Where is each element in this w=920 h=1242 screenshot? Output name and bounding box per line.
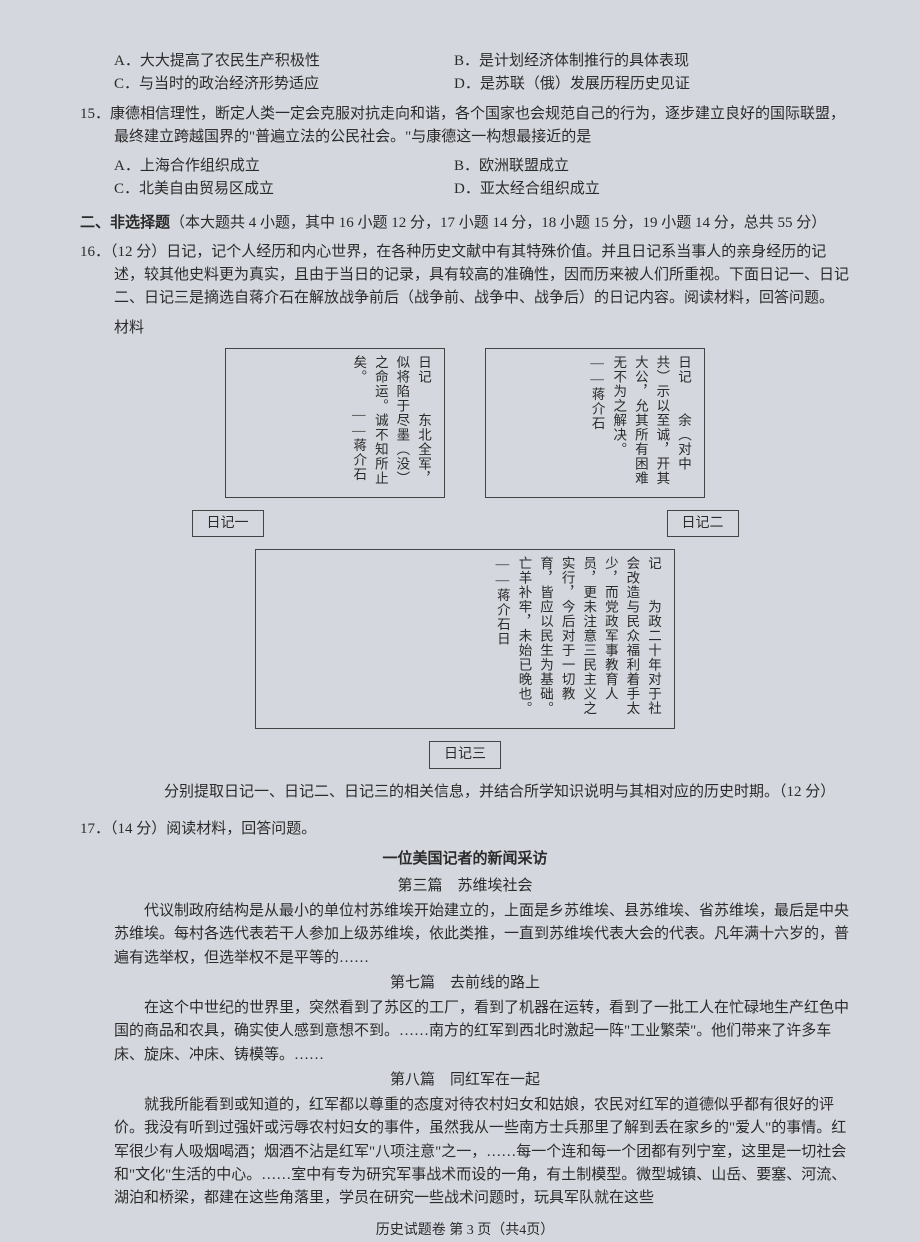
q16-material-label: 材料 <box>80 317 850 340</box>
q17-s3-title: 第三篇 苏维埃社会 <box>80 875 850 898</box>
q17-s7-title: 第七篇 去前线的路上 <box>80 972 850 995</box>
q15-opt-b: B．欧洲联盟成立 <box>454 155 850 178</box>
diary-box-3: 记 为政二十年对于社会改造与民众福利着手太少，而党政军事教育人员，更未注意三民主… <box>255 549 675 729</box>
diary-label-3: 日记三 <box>429 741 501 769</box>
q17-s8-para: 就我所能看到或知道的，红军都以尊重的态度对待农村妇女和姑娘，农民对红军的道德似乎… <box>80 1094 850 1210</box>
section-2-desc: （本大题共 4 小题，其中 16 小题 12 分，17 小题 14 分，18 小… <box>170 215 826 231</box>
diary-label-row-3: 日记三 <box>80 737 850 773</box>
q15-opt-c: C．北美自由贸易区成立 <box>114 178 454 201</box>
q14-opt-a: A．大大提高了农民生产积极性 <box>114 50 454 73</box>
q16-stem: 16．（12 分）日记，记个人经历和内心世界，在各种历史文献中有其特殊价值。并且… <box>80 241 850 311</box>
q17-s7-para: 在这个中世纪的世界里，突然看到了苏区的工厂，看到了机器在运转，看到了一批工人在忙… <box>80 997 850 1067</box>
q14-opt-c: C．与当时的政治经济形势适应 <box>114 73 454 96</box>
q15-opt-a: A．上海合作组织成立 <box>114 155 454 178</box>
q14-opt-d: D．是苏联（俄）发展历程历史见证 <box>454 73 850 96</box>
q15-options: A．上海合作组织成立 B．欧洲联盟成立 C．北美自由贸易区成立 D．亚太经合组织… <box>80 155 850 202</box>
q14-options: A．大大提高了农民生产积极性 B．是计划经济体制推行的具体表现 C．与当时的政治… <box>80 50 850 97</box>
diary-label-2: 日记二 <box>667 510 739 538</box>
diary-box-1: 日记 东北全军，似将陷于尽墨（没）之命运。诚不知所止矣。 ——蒋介石 <box>225 348 445 498</box>
diary-row-bottom: 记 为政二十年对于社会改造与民众福利着手太少，而党政军事教育人员，更未注意三民主… <box>80 549 850 729</box>
q17-article-title: 一位美国记者的新闻采访 <box>80 848 850 871</box>
q17-stem: 17．（14 分）阅读材料，回答问题。 <box>80 818 850 841</box>
section-2-label: 二、非选择题 <box>80 215 170 231</box>
page-footer: 历史试题卷 第 3 页（共4页） <box>80 1220 850 1242</box>
diary-box-2: 日记 余（对中共）示以至诚，开其大公，允其所有困难无不为之解决。 ——蒋介石 <box>485 348 705 498</box>
diary-row-top: 日记 东北全军，似将陷于尽墨（没）之命运。诚不知所止矣。 ——蒋介石 日记 余（… <box>80 348 850 498</box>
q14-opt-b: B．是计划经济体制推行的具体表现 <box>454 50 850 73</box>
q17-s8-title: 第八篇 同红军在一起 <box>80 1069 850 1092</box>
diary-label-pair: 日记一 日记二 <box>80 506 850 542</box>
q15-stem: 15．康德相信理性，断定人类一定会克服对抗走向和谐，各个国家也会规范自己的行为，… <box>80 103 850 150</box>
q16-task: 分别提取日记一、日记二、日记三的相关信息，并结合所学知识说明与其相对应的历史时期… <box>80 781 850 804</box>
q15-opt-d: D．亚太经合组织成立 <box>454 178 850 201</box>
diary-label-1: 日记一 <box>192 510 264 538</box>
q17-s3-para: 代议制政府结构是从最小的单位村苏维埃开始建立的，上面是乡苏维埃、县苏维埃、省苏维… <box>80 900 850 970</box>
section-2-header: 二、非选择题（本大题共 4 小题，其中 16 小题 12 分，17 小题 14 … <box>80 212 850 235</box>
